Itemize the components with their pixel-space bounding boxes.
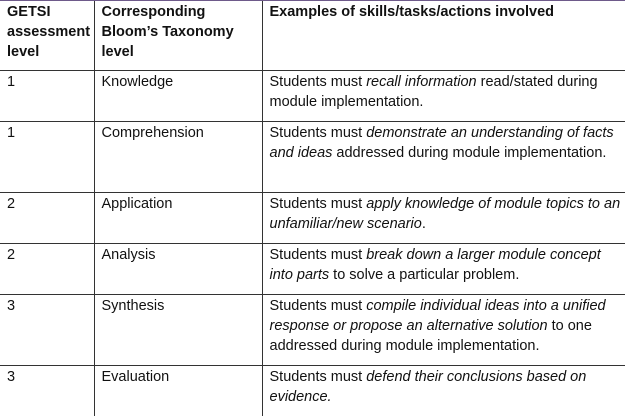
getsi-level-cell: 1: [0, 71, 94, 122]
table-row: 1 Knowledge Students must recall informa…: [0, 71, 625, 122]
table-header-row: GETSI assessment level Corresponding Blo…: [0, 1, 625, 71]
getsi-level-cell: 3: [0, 295, 94, 366]
example-text-end: addressed during module implementation.: [332, 145, 606, 161]
example-text-end: .: [422, 216, 426, 232]
table-row: 2 Analysis Students must break down a la…: [0, 244, 625, 295]
bloom-level-cell: Knowledge: [94, 71, 262, 122]
header-examples: Examples of skills/tasks/actions involve…: [262, 1, 625, 71]
table-row: 1 Comprehension Students must demonstrat…: [0, 122, 625, 193]
example-cell: Students must demonstrate an understandi…: [262, 122, 625, 193]
example-text: Students must: [270, 369, 367, 385]
getsi-level-cell: 1: [0, 122, 94, 193]
example-cell: Students must compile individual ideas i…: [262, 295, 625, 366]
header-getsi-level: GETSI assessment level: [0, 1, 94, 71]
table-row: 3 Synthesis Students must compile indivi…: [0, 295, 625, 366]
bloom-level-cell: Analysis: [94, 244, 262, 295]
getsi-level-cell: 3: [0, 366, 94, 416]
example-text: Students must: [270, 196, 367, 212]
header-bloom-level: Corresponding Bloom’s Taxonomy level: [94, 1, 262, 71]
example-text: Students must: [270, 74, 367, 90]
example-cell: Students must break down a larger module…: [262, 244, 625, 295]
example-emphasis: recall information: [366, 74, 476, 90]
example-cell: Students must apply knowledge of module …: [262, 193, 625, 244]
getsi-level-cell: 2: [0, 244, 94, 295]
example-text: Students must: [270, 125, 367, 141]
table-row: 2 Application Students must apply knowle…: [0, 193, 625, 244]
bloom-level-cell: Evaluation: [94, 366, 262, 416]
table-row: 3 Evaluation Students must defend their …: [0, 366, 625, 416]
getsi-level-cell: 2: [0, 193, 94, 244]
bloom-level-cell: Comprehension: [94, 122, 262, 193]
bloom-level-cell: Application: [94, 193, 262, 244]
bloom-level-cell: Synthesis: [94, 295, 262, 366]
example-text: Students must: [270, 298, 367, 314]
example-text: Students must: [270, 247, 367, 263]
example-text-end: to solve a particular problem.: [329, 267, 519, 283]
example-cell: Students must defend their conclusions b…: [262, 366, 625, 416]
example-cell: Students must recall information read/st…: [262, 71, 625, 122]
